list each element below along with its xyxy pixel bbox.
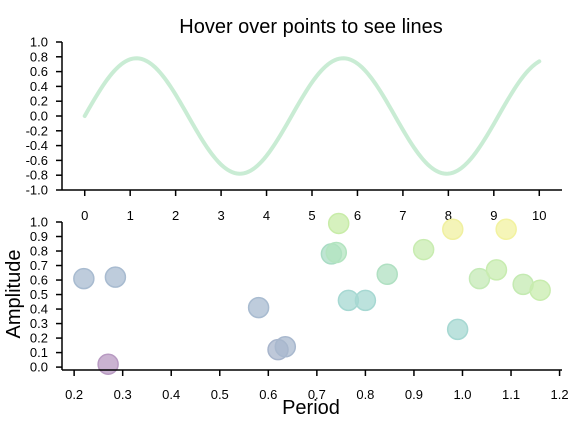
bottom-y-tick-label-3: 0.3 (30, 316, 48, 331)
bottom-y-tick-label-6: 0.6 (30, 273, 48, 288)
scatter-point-14[interactable] (446, 318, 469, 341)
top-y-tick-label-1: 0.8 (30, 49, 48, 64)
top-y-tick-label-0: 1.0 (30, 35, 48, 50)
bottom-y-tick-label-2: 0.2 (30, 331, 48, 346)
top-y-tick-label-3: 0.4 (30, 79, 48, 94)
top-x-tick-label-2: 2 (172, 208, 179, 223)
top-x-tick-label-9: 9 (490, 208, 497, 223)
top-y-tick-label-10: -1.0 (26, 183, 48, 198)
scatter-point-8[interactable] (327, 212, 350, 235)
top-y-ticks: 1.00.80.60.40.20.0-0.2-0.4-0.6-0.8-1.0 (26, 35, 62, 198)
bottom-x-tick-label-0: 0.2 (65, 387, 83, 402)
top-x-tick-label-0: 0 (81, 208, 88, 223)
top-x-tick-label-6: 6 (354, 208, 361, 223)
bottom-y-tick-label-4: 0.4 (30, 302, 48, 317)
top-x-tick-label-10: 10 (532, 208, 546, 223)
scatter-point-15[interactable] (468, 267, 491, 290)
top-x-tick-label-4: 4 (263, 208, 270, 223)
scatter-point-19[interactable] (529, 279, 551, 301)
top-y-tick-label-4: 0.2 (30, 94, 48, 109)
bottom-x-tick-label-4: 0.6 (259, 387, 277, 402)
bottom-scatter-chart: 0.00.10.20.30.40.50.60.70.80.91.0 0.2 0.3… (3, 212, 569, 419)
top-y-tick-label-2: 0.6 (30, 64, 48, 79)
bottom-y-tick-label-10: 1.0 (30, 215, 48, 230)
x-axis-label: Period (282, 397, 340, 419)
top-y-tick-label-7: -0.4 (26, 138, 48, 153)
top-x-tick-label-3: 3 (217, 208, 224, 223)
top-y-tick-label-9: -0.8 (26, 168, 48, 183)
top-y-tick-label-6: -0.2 (26, 123, 48, 138)
scatter-point-2[interactable] (97, 353, 119, 375)
scatter-point-0[interactable] (73, 267, 95, 290)
top-x-tick-label-7: 7 (399, 208, 406, 223)
bottom-x-ticks: 0.2 0.3 0.4 0.5 0.6 0.7 0.8 0.9 1.0 1.1 1.2 (65, 370, 569, 402)
bottom-x-tick-label-10: 1.2 (551, 387, 569, 402)
scatter-point-7[interactable] (325, 241, 348, 264)
scatter-point-5[interactable] (274, 336, 297, 358)
top-line-chart: 1.00.80.60.40.20.0-0.2-0.4-0.6-0.8-1.0 0… (26, 35, 562, 223)
scatter-point-10[interactable] (354, 289, 377, 312)
bottom-y-tick-label-1: 0.1 (30, 345, 48, 360)
bottom-y-ticks: 0.00.10.20.30.40.50.60.70.80.91.0 (30, 215, 62, 375)
scatter-points (73, 212, 551, 375)
chart-title: Hover over points to see lines (179, 16, 442, 38)
bottom-x-tick-label-8: 1.0 (453, 387, 471, 402)
top-y-tick-label-5: 0.0 (30, 109, 48, 124)
top-x-tick-label-1: 1 (127, 208, 134, 223)
scatter-point-12[interactable] (412, 238, 435, 261)
scatter-point-13[interactable] (442, 218, 464, 241)
sine-line (82, 56, 542, 176)
bottom-y-tick-label-8: 0.8 (30, 244, 48, 259)
scatter-point-1[interactable] (104, 266, 127, 288)
scatter-point-16[interactable] (485, 259, 508, 281)
top-x-tick-label-8: 8 (445, 208, 452, 223)
bottom-x-tick-label-5: 0.7 (308, 387, 326, 402)
bottom-x-tick-label-6: 0.8 (356, 387, 374, 402)
y-axis-label: Amplitude (3, 250, 25, 339)
bottom-x-tick-label-7: 0.9 (405, 387, 423, 402)
scatter-point-11[interactable] (376, 263, 398, 285)
scatter-point-3[interactable] (247, 296, 270, 319)
top-x-tick-label-5: 5 (308, 208, 315, 223)
top-y-tick-label-8: -0.6 (26, 153, 48, 168)
bottom-x-tick-label-3: 0.5 (211, 387, 229, 402)
scatter-point-17[interactable] (495, 218, 517, 241)
top-x-ticks: 0 1 2 3 4 5 6 7 8 9 10 (81, 190, 547, 223)
bottom-y-tick-label-0: 0.0 (30, 360, 48, 375)
bottom-y-tick-label-5: 0.5 (30, 287, 48, 302)
bottom-y-tick-label-9: 0.9 (30, 229, 48, 244)
bottom-x-tick-label-1: 0.3 (114, 387, 132, 402)
bottom-x-tick-label-9: 1.1 (502, 387, 520, 402)
bottom-x-tick-label-2: 0.4 (162, 387, 180, 402)
bottom-y-tick-label-7: 0.7 (30, 258, 48, 273)
